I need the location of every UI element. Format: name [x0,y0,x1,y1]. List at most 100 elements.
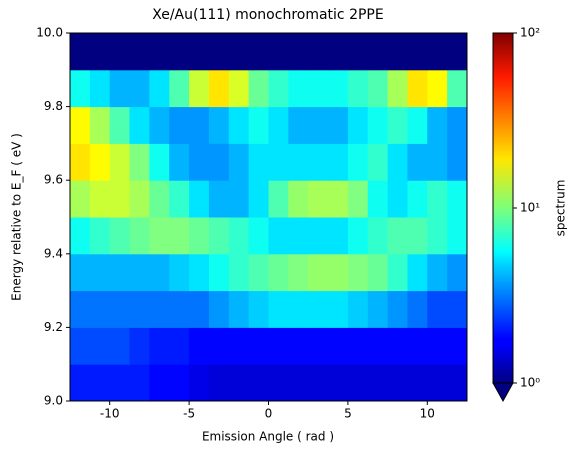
heatmap-cell [427,253,448,292]
heatmap-cell [268,106,289,144]
heatmap-cell [308,217,329,255]
colorbar-label: spectrum [554,180,568,237]
heatmap-cell [268,143,289,181]
heatmap-cell [109,217,131,255]
colorbar-tick-label: 10¹ [520,201,540,215]
heatmap-cell [248,143,269,181]
heatmap-cell [228,180,250,218]
heatmap-cell [308,180,329,218]
heatmap-cell [169,327,190,365]
heatmap-cell [109,143,131,181]
heatmap-cell [427,327,448,365]
heatmap-cell [129,253,150,292]
heatmap-cell [347,217,369,255]
y-tick-label: 9.2 [44,320,63,334]
heatmap-cell [268,217,289,255]
heatmap-cell [129,180,150,218]
heatmap-cell [407,180,428,218]
heatmap-cell [70,327,91,365]
heatmap-cell [328,217,349,255]
heatmap-cell [328,290,349,328]
heatmap-cell [268,33,289,71]
heatmap-cell [129,143,150,181]
heatmap-cell [89,106,111,144]
heatmap-cell [367,217,389,255]
heatmap-cell [367,327,389,365]
heatmap-cell [228,290,250,328]
heatmap-cell [447,364,468,402]
heatmap-cell [109,180,131,218]
heatmap-cell [228,69,250,108]
heatmap-cell [109,364,131,402]
heatmap-cell [347,253,369,292]
heatmap-cell [367,69,389,108]
heatmap-cell [447,253,468,292]
heatmap-cell [248,180,269,218]
heatmap-cell [189,180,210,218]
heatmap-cell [288,143,309,181]
heatmap-cell [407,143,428,181]
heatmap-cell [129,106,150,144]
heatmap-cell [208,327,230,365]
heatmap-cell [208,180,230,218]
heatmap-cell [149,364,170,402]
heatmap-cell [149,327,170,365]
heatmap-cell [347,33,369,71]
heatmap-cell [70,364,91,402]
heatmap-cell [347,69,369,108]
heatmap-cell [149,180,170,218]
heatmap-cell [427,69,448,108]
heatmap-cell [288,327,309,365]
heatmap-cell [328,253,349,292]
chart-title: Xe/Au(111) monochromatic 2PPE [152,7,383,23]
heatmap-cell [149,290,170,328]
heatmap-cell [427,217,448,255]
heatmap-cell [89,327,111,365]
heatmap-cell [169,33,190,71]
heatmap-cell [347,327,369,365]
x-tick-label: 0 [265,407,273,421]
heatmap-cell [129,364,150,402]
heatmap-cell [189,217,210,255]
heatmap-cell [189,364,210,402]
heatmap-cell [328,143,349,181]
heatmap-cell [407,290,428,328]
y-tick-label: 9.8 [44,99,63,113]
heatmap-cell [427,106,448,144]
heatmap-cell [89,143,111,181]
y-axis-label: Energy relative to E_F ( eV ) [10,133,24,301]
heatmap-cell [427,364,448,402]
heatmap-cell [288,69,309,108]
heatmap-cell [308,106,329,144]
heatmap-cell [109,69,131,108]
heatmap-cell [248,69,269,108]
heatmap-cell [189,33,210,71]
heatmap-cell [89,180,111,218]
heatmap-cell [228,253,250,292]
x-tick-label: -10 [100,407,120,421]
heatmap-cell [308,69,329,108]
heatmap-cell [308,143,329,181]
heatmap-cell [387,143,408,181]
heatmap-cell [149,69,170,108]
heatmap-cell [328,180,349,218]
heatmap-cell [89,364,111,402]
heatmap-cell [447,143,468,181]
heatmap-cell [268,180,289,218]
heatmap-cell [367,253,389,292]
x-tick-label: 5 [344,407,352,421]
heatmap-cell [387,180,408,218]
heatmap-cell [367,106,389,144]
heatmap-cell [70,290,91,328]
heatmap-cell [70,253,91,292]
heatmap-cell [189,106,210,144]
heatmap-cell [149,33,170,71]
heatmap-cell [70,69,91,108]
heatmap-cell [89,33,111,71]
heatmap-cell [407,69,428,108]
heatmap-cell [407,327,428,365]
heatmap-cell [288,253,309,292]
heatmap-cell [248,217,269,255]
heatmap-cell [407,217,428,255]
